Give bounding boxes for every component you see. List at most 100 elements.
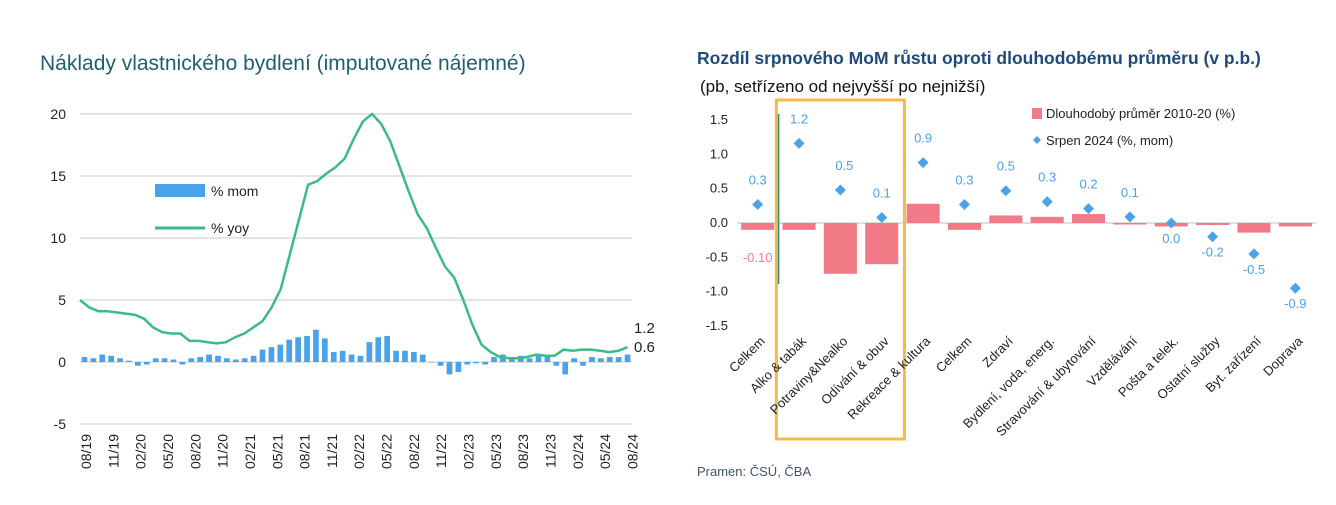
mom-bar [464,362,471,365]
mom-bar [375,337,382,362]
right-chart-title: Rozdíl srpnového MoM růstu oproti dlouho… [697,48,1261,68]
mom-bar [99,354,106,362]
mom-bar [152,358,159,362]
mom-bar [224,358,230,362]
mom-bar [597,358,604,362]
y-tick-label: 10 [50,230,66,246]
point-label: 1.2 [790,111,808,126]
y-tick-label: 1.0 [710,146,728,161]
category-label: Zdraví [979,333,1016,370]
mom-bar [428,362,435,363]
avg-bar [1237,223,1271,233]
legend-label-aug: Srpen 2024 (%, mom) [1046,133,1173,148]
point-label: 0.1 [1121,185,1139,200]
avg-bar [865,223,899,265]
mom-bar [90,358,97,362]
mom-bar [402,350,408,362]
point-label: 0.3 [955,172,973,187]
x-tick-label: 05/24 [597,434,613,469]
mom-bar [624,354,631,362]
y-tick-label: -0.5 [706,249,728,264]
x-tick-label: 11/19 [105,434,121,468]
mom-bar [544,354,551,362]
aug-point [752,198,764,210]
avg-bar [823,223,857,274]
avg-bar [906,203,940,223]
x-tick-label: 08/19 [78,434,94,469]
point-label: 0.2 [1079,177,1097,192]
mom-bar [482,362,488,365]
mom-bar [259,349,266,362]
mom-bar [535,355,542,362]
point-label: 0.0 [1162,231,1180,246]
yoy-line [79,112,628,360]
mom-bar [606,357,613,362]
x-tick-label: 08/22 [406,434,422,469]
legend-swatch-avg [1032,108,1042,119]
avg-bar [1278,223,1312,227]
y-tick-label: 20 [50,106,66,122]
mom-bar [571,358,577,362]
x-tick-label: 02/22 [351,434,367,469]
mom-bar [615,357,622,362]
category-label: Potraviny&Nealko [767,334,851,418]
aug-point [1165,217,1177,229]
mom-bar [313,329,319,362]
mom-bar [393,350,399,362]
mom-bar [339,350,346,362]
mom-bar [108,355,115,362]
x-tick-label: 02/21 [242,434,258,469]
mom-bar [250,355,257,362]
bar-label: -0.10 [743,250,773,265]
mom-bar [268,347,275,362]
x-tick-label: 11/23 [543,434,559,468]
avg-bar [782,223,816,230]
aug-point [1000,185,1012,197]
mom-bar [126,360,132,362]
mom-bar [455,362,462,372]
highlight-box [774,98,906,441]
legend-label-yoy: % yoy [211,220,249,236]
mom-bar [206,354,212,362]
aug-point [876,212,888,224]
legend-label-avg: Dlouhodobý průměr 2010-20 (%) [1046,106,1235,121]
y-tick-label: -5 [54,416,67,432]
point-label: 0.3 [749,172,767,187]
x-tick-label: 11/22 [433,434,449,468]
mom-bar [384,335,391,362]
mom-bar [446,362,453,375]
avg-bar [989,215,1023,223]
x-tick-label: 08/24 [624,434,640,469]
y-tick-label: 0 [58,354,66,370]
mom-bar [135,362,141,366]
yoy-end-label: 1.2 [634,320,655,337]
mom-bar [143,362,150,365]
point-label: 0.5 [997,159,1015,174]
right-chart-subtitle: (pb, setřízeno od nejvyšší po nejnižší) [700,77,986,96]
avg-bar [1196,223,1230,226]
mom-bar [304,335,310,362]
legend-swatch-aug [1033,136,1041,144]
mom-bar [437,362,444,366]
x-tick-label: 11/20 [215,434,231,468]
mom-bar [232,359,239,362]
aug-point [1083,203,1095,215]
mom-bar [161,358,168,362]
x-tick-label: 08/20 [187,434,203,469]
y-tick-label: -1.0 [706,284,728,299]
aug-point [1289,282,1301,294]
x-tick-label: 11/21 [324,434,340,468]
y-tick-label: 1.5 [710,112,728,127]
y-tick-label: 0.0 [710,215,728,230]
x-tick-label: 02/24 [570,434,586,469]
y-tick-label: 15 [50,168,66,184]
aug-point [1207,231,1219,243]
mom-bar [286,339,293,362]
left-chart: 20 15 10 5 0 -5 08/19 11/19 02/20 05/20 08/20 11/20… [50,106,655,469]
mom-bar [330,352,337,362]
mom-bar [321,338,328,362]
x-tick-label: 05/20 [160,434,176,469]
mom-bar [366,342,373,362]
point-label: 0.5 [835,158,853,173]
